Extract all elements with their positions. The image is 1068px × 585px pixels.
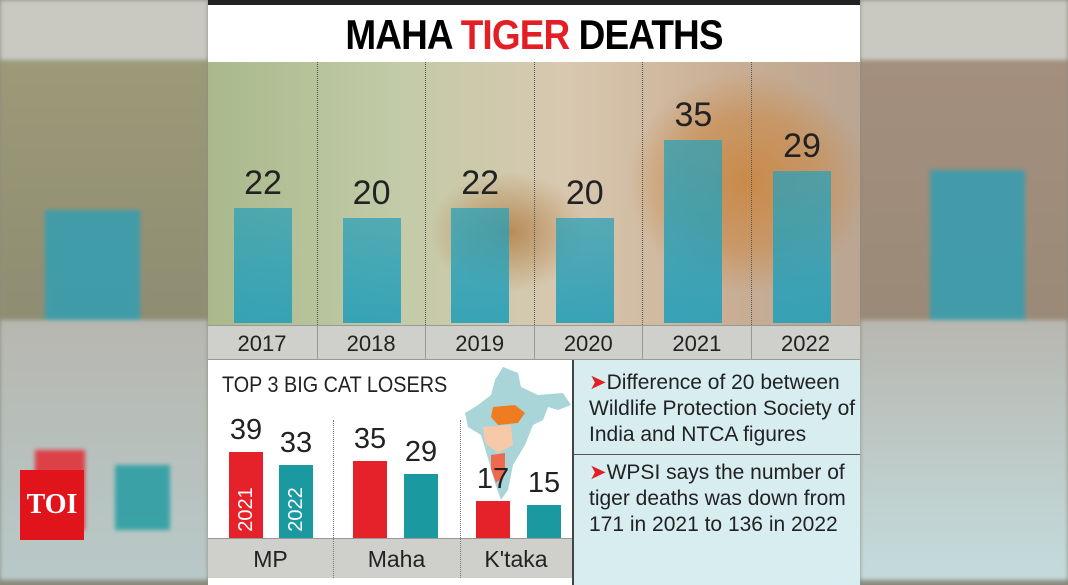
- x-tick-label: 2020: [533, 326, 642, 362]
- bar-MP-2022: [279, 465, 313, 538]
- toi-logo: TOI: [20, 470, 84, 540]
- legend-label: 2021: [234, 487, 257, 532]
- sub-chart-title: TOP 3 BIG CAT LOSERS: [222, 372, 448, 397]
- x-axis: 2017 2018 2019 2020 2021 2022: [208, 325, 860, 362]
- x-tick-label: Maha: [367, 546, 426, 572]
- blurred-background-right: [860, 0, 1068, 580]
- notes-panel: ➤Difference of 20 between Wildlife Prote…: [572, 360, 860, 585]
- note-2: ➤WPSI says the number of tiger deaths wa…: [589, 460, 860, 538]
- data-label: 17: [476, 462, 510, 495]
- note-text: Difference of 20 between Wildlife Protec…: [589, 371, 856, 446]
- data-label: 39: [229, 414, 263, 446]
- x-tick-label: 2018: [316, 326, 425, 362]
- note-text: WPSI says the number of tiger deaths was…: [589, 461, 846, 536]
- ghost-bar: [45, 210, 140, 320]
- x-tick-label: K'taka: [484, 546, 548, 572]
- bar-2020: [555, 218, 614, 323]
- column-divider: [642, 62, 644, 325]
- data-label: 29: [783, 127, 821, 166]
- data-label: 33: [279, 427, 313, 460]
- title-highlight: TIGER: [460, 11, 570, 58]
- x-tick-label: 2022: [751, 326, 859, 362]
- india-map-icon: [465, 367, 571, 500]
- note-1: ➤Difference of 20 between Wildlife Prote…: [589, 370, 860, 448]
- arrow-icon: ➤: [589, 461, 607, 484]
- data-label: 22: [461, 163, 500, 202]
- column-divider: [316, 62, 318, 325]
- data-label: 22: [244, 163, 282, 202]
- title-part: MAHA: [345, 11, 461, 58]
- ghost-bar: [115, 465, 170, 530]
- chart-title: MAHA TIGER DEATHS: [247, 5, 821, 62]
- infographic: MAHA TIGER DEATHS 22 20 22 20 35 29 2017 2018 2…: [208, 0, 860, 585]
- column-divider: [333, 420, 334, 578]
- bar-K'taka-2021: [476, 500, 510, 538]
- data-label: 29: [404, 436, 438, 469]
- legend-label: 2022: [284, 487, 307, 532]
- bar-Maha-2022: [404, 474, 438, 538]
- column-divider: [460, 420, 461, 578]
- column-divider: [751, 62, 752, 325]
- big-cat-losers-chart: TOP 3 BIG CAT LOSERS MP Maha K'taka 39 2021…: [208, 360, 572, 585]
- x-tick-label: 2021: [642, 326, 750, 362]
- tiger-photo-chart-area: 22 20 22 20 35 29: [208, 62, 860, 325]
- bar-2017: [234, 207, 292, 323]
- data-label: 15: [527, 466, 561, 499]
- column-divider: [533, 62, 535, 325]
- x-tick-label: 2017: [237, 331, 287, 356]
- data-label: 20: [352, 174, 391, 213]
- data-label: 20: [565, 174, 604, 213]
- bar-2021: [664, 140, 723, 323]
- bar-MP-2021: [229, 452, 263, 538]
- bar-2018: [342, 218, 401, 323]
- title-part: DEATHS: [569, 11, 724, 58]
- divider: [574, 454, 860, 455]
- ghost-bar: [930, 170, 1025, 320]
- bar-K'taka-2022: [527, 504, 561, 538]
- x-tick-label: 2019: [425, 326, 533, 362]
- x-tick-label: MP: [253, 546, 288, 572]
- bar-2022: [773, 171, 831, 323]
- arrow-icon: ➤: [589, 371, 607, 394]
- column-divider: [425, 62, 427, 325]
- data-label: 35: [674, 96, 713, 134]
- bar-Maha-2021: [353, 460, 387, 538]
- x-axis-bottom: MP Maha K'taka: [208, 538, 572, 578]
- bar-2019: [451, 207, 510, 323]
- data-label: 35: [353, 422, 387, 455]
